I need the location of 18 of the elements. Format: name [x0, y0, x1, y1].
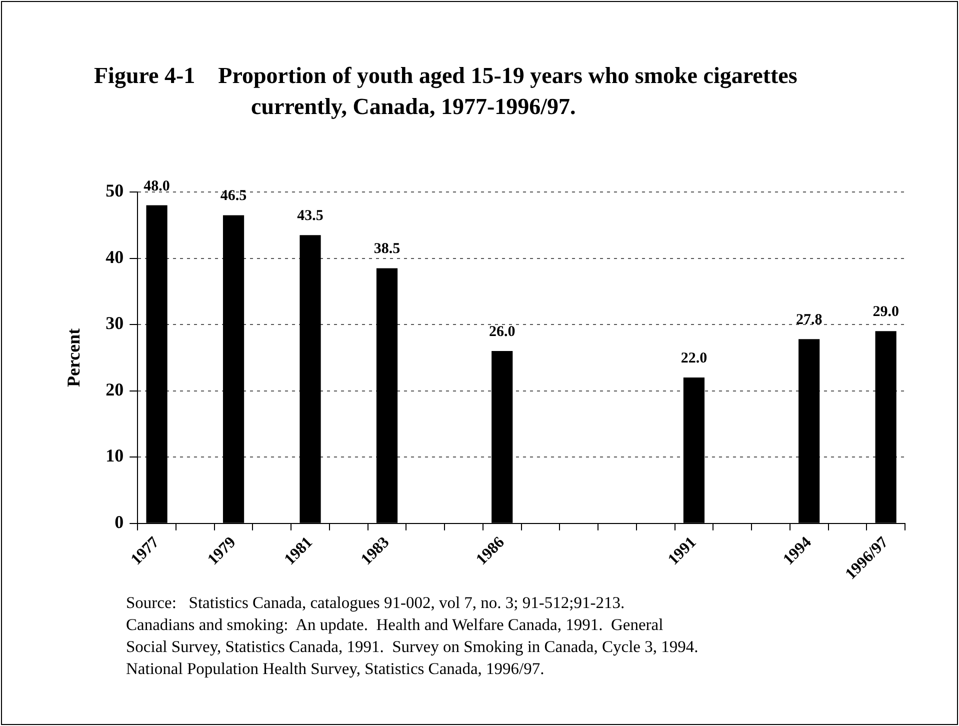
y-axis-title: Percent: [63, 328, 84, 387]
data-label: 38.5: [374, 241, 400, 258]
data-label: 27.8: [796, 312, 822, 328]
data-label: 22.0: [680, 350, 708, 367]
y-tick-label: 20: [106, 379, 124, 400]
data-label: 48.0: [144, 178, 170, 194]
chart-title: Figure 4-1 Proportion of youth aged 15-19 years who smoke cigarettes currently, Canada, 1977-1996/97.: [94, 62, 798, 121]
data-label: 29.0: [872, 304, 899, 320]
y-tick-label: 0: [114, 512, 124, 532]
y-tick-label: 50: [106, 180, 124, 201]
x-tick-label: 1981: [281, 534, 316, 569]
y-tick-label: 40: [106, 246, 124, 267]
data-label: 46.5: [220, 188, 247, 204]
y-tick-label: 30: [106, 313, 124, 334]
data-label: 43.5: [297, 208, 324, 224]
data-label: 26.0: [488, 324, 516, 340]
y-tick-label: 10: [106, 446, 124, 466]
source-note: Source: Statistics Canada, catalogues 91-002, vol 7, no. 3; 91-512;91-213. Canadians and smoking: An update. Health and Welfare Canada, 1991. General Social Survey, Statistics Canada, 1991. Survey on Smoking in Canada, Cycle 3, 1994. National Population Health Survey, Statistics Canada, 1996/97.: [126, 592, 698, 680]
